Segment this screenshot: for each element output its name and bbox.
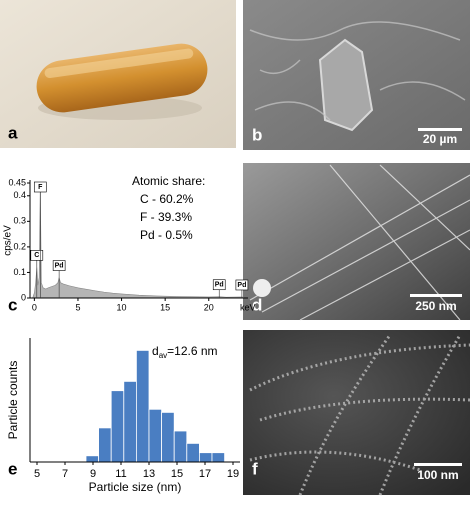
x-tick-label: 15: [160, 302, 170, 312]
annotation: C - 60.2%: [140, 192, 194, 206]
bar: [211, 452, 225, 463]
x-tick-label: 5: [75, 302, 80, 312]
x-tick-label: 0: [32, 302, 37, 312]
y-tick-label: 0.45: [8, 177, 26, 187]
bar: [186, 442, 200, 463]
panel-label: e: [8, 459, 17, 478]
peak-label: Pd: [215, 282, 224, 289]
photo: [0, 0, 236, 148]
y-axis-label: cps/eV: [3, 225, 14, 256]
y-tick-label: 0.2: [13, 241, 26, 251]
x-axis-label: Particle size (nm): [89, 480, 182, 494]
bar: [85, 455, 100, 463]
scale-bar-label: 20 µm: [423, 132, 457, 146]
annotation-symbol: d: [152, 344, 159, 358]
bar: [148, 408, 162, 463]
annotation-text: =12.6 nm: [167, 344, 217, 358]
x-tick-label: 5: [34, 468, 40, 480]
peak-label: F: [38, 184, 43, 191]
x-tick-label: 17: [199, 468, 211, 480]
annotation: dav=12.6 nm: [152, 344, 218, 360]
scale-bar-label: 250 nm: [415, 299, 456, 313]
bar: [198, 452, 213, 463]
y-tick-label: 0: [21, 292, 26, 302]
sem-image: [243, 330, 470, 496]
x-tick-label: 19: [227, 468, 239, 480]
spectrum-area: [32, 182, 244, 299]
bar: [161, 411, 175, 463]
annotation: F - 39.3%: [140, 210, 192, 224]
x-tick-label: 15: [171, 468, 183, 480]
peak-label: C: [34, 252, 39, 259]
panel-label: b: [252, 125, 262, 144]
annotation: Atomic share:: [132, 174, 205, 188]
bar: [173, 430, 188, 463]
x-axis-label: keV: [240, 302, 256, 312]
y-tick-label: 0.3: [13, 216, 26, 226]
x-tick-label: 11: [115, 468, 126, 480]
bar: [123, 380, 137, 463]
peak-label-box: [52, 260, 66, 271]
peak-label-box: [212, 279, 226, 291]
panel-label: d: [252, 295, 262, 314]
peak-label-box: [235, 279, 249, 291]
annotation: Pd - 0.5%: [140, 228, 193, 242]
peak-label-box: [33, 181, 47, 193]
bar: [135, 349, 150, 463]
annotation-subscript: av: [159, 351, 167, 360]
x-tick-label: 13: [143, 468, 155, 480]
y-axis-label: Particle counts: [6, 361, 20, 440]
panel-label: c: [8, 295, 17, 314]
peak-label: Pd: [55, 262, 64, 269]
panel-label: f: [252, 459, 258, 478]
sem-image: [243, 0, 470, 150]
x-tick-label: 20: [204, 302, 214, 312]
scale-bar-label: 100 nm: [417, 468, 458, 482]
peak-label: Pd: [237, 282, 246, 289]
bar: [98, 427, 112, 463]
x-tick-label: 9: [90, 468, 96, 480]
peak-label-box: [30, 250, 44, 261]
x-tick-label: 10: [117, 302, 127, 312]
sem-image: [243, 163, 470, 321]
bar: [110, 390, 125, 463]
panel-label: a: [8, 123, 18, 142]
x-tick-label: 7: [62, 468, 68, 480]
y-tick-label: 0.4: [13, 190, 26, 200]
y-tick-label: 0.1: [13, 267, 26, 277]
